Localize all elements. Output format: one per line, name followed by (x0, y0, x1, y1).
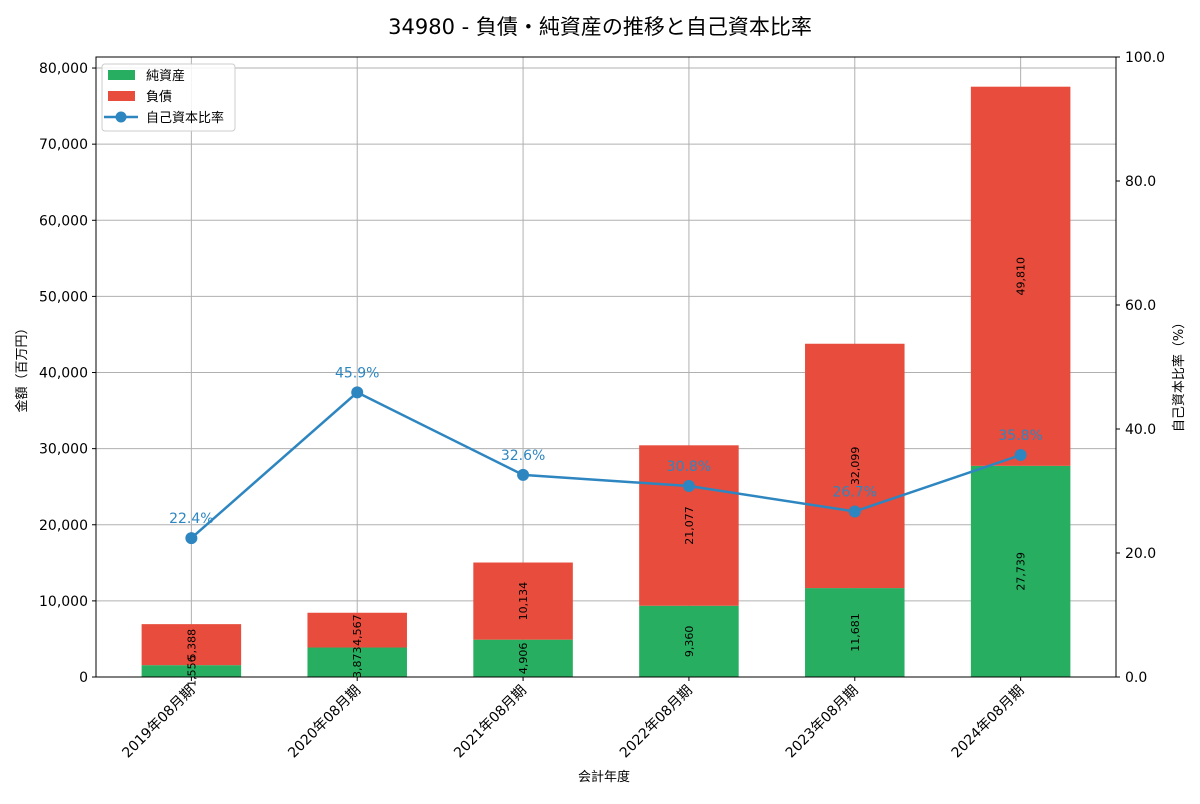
grid (96, 57, 1116, 678)
ratio-point (517, 468, 530, 481)
legend-marker-ratio (115, 111, 127, 123)
bar-liabilities (141, 624, 242, 666)
ratio-point (185, 532, 198, 545)
bar-label-net-assets: 11,681 (849, 613, 862, 652)
bar-net-assets (473, 639, 573, 677)
x-tick-label: 2019年08月期 (119, 683, 198, 762)
legend-label-ratio: 自己資本比率 (146, 110, 224, 126)
x-tick-label: 2020年08月期 (285, 683, 364, 762)
bar-label-net-assets: 9,360 (683, 626, 696, 658)
bar-liabilities (307, 612, 407, 648)
ratio-label: 30.8% (667, 459, 711, 475)
bar-net-assets (307, 647, 407, 677)
bar-label-liabilities: 21,077 (683, 506, 696, 545)
bar-net-assets (141, 665, 242, 677)
legend-box (101, 63, 236, 132)
y2-tick-label: 20.0 (1125, 546, 1156, 562)
y2-tick-label: 40.0 (1125, 422, 1156, 438)
y-tick-label: 0 (79, 670, 88, 686)
y-tick-label: 80,000 (39, 61, 88, 77)
bar-label-liabilities: 32,099 (849, 447, 862, 486)
bar-net-assets (970, 465, 1071, 677)
legend-swatch-liabilities (108, 91, 135, 101)
legend-label-net-assets: 純資産 (146, 68, 185, 84)
bar-label-net-assets: 4,906 (517, 643, 530, 675)
chart-title: 34980 - 負債・純資産の推移と自己資本比率 (388, 15, 812, 39)
x-tick-label: 2022年08月期 (617, 683, 696, 762)
legend-swatch-net-assets (108, 70, 135, 80)
bar-liabilities (473, 562, 573, 640)
ratio-line: 22.4% 45.9% 32.6% 30.8% 26.7% 35.8% (169, 365, 1043, 545)
ratio-point (848, 505, 861, 518)
y-tick-label: 20,000 (39, 518, 88, 534)
bar-label-liabilities: 10,134 (517, 582, 530, 621)
x-tick-label: 2023年08月期 (783, 683, 862, 762)
bar-label-liabilities: 49,810 (1015, 257, 1028, 296)
x-tick-label: 2024年08月期 (949, 683, 1028, 762)
y2-tick-label: 100.0 (1125, 50, 1165, 66)
ratio-point (1014, 449, 1027, 462)
bar-label-liabilities: 5,388 (185, 629, 198, 661)
y-tick-label: 40,000 (39, 366, 88, 382)
y2-tick-label: 80.0 (1125, 174, 1156, 190)
y-axis-label: 金額（百万円） (14, 321, 30, 412)
legend: 純資産 負債 自己資本比率 (101, 63, 236, 132)
ratio-label: 35.8% (998, 428, 1042, 444)
ratio-point (682, 480, 695, 493)
y2-tick-label: 0.0 (1125, 670, 1147, 686)
x-tick-label: 2021年08月期 (451, 683, 530, 762)
bar-label-liabilities: 4,567 (351, 614, 364, 646)
legend-label-liabilities: 負債 (146, 90, 172, 105)
y-tick-label: 30,000 (39, 442, 88, 458)
ratio-label: 26.7% (833, 484, 877, 500)
bar-liabilities (970, 86, 1071, 466)
y2-axis-label: 自己資本比率（%） (1171, 316, 1187, 432)
bar-net-assets (805, 588, 905, 677)
ratio-label: 45.9% (335, 365, 379, 381)
ratio-polyline (190, 390, 1022, 540)
x-axis-label: 会計年度 (578, 769, 630, 785)
plot-frame (95, 56, 1117, 678)
bar-liabilities (639, 445, 739, 606)
bar-liabilities (805, 343, 905, 589)
bar-label-net-assets: 1,556 (185, 655, 198, 687)
ratio-point (351, 386, 364, 399)
ratio-label: 32.6% (501, 448, 545, 464)
y-tick-label: 50,000 (39, 289, 88, 305)
bar-label-net-assets: 3,873 (351, 647, 364, 679)
ratio-label: 22.4% (169, 511, 213, 527)
y-tick-label: 70,000 (39, 137, 88, 153)
y2-tick-label: 60.0 (1125, 298, 1156, 314)
bar-label-net-assets: 27,739 (1015, 552, 1028, 591)
y-tick-label: 60,000 (39, 213, 88, 229)
bar-net-assets (639, 605, 739, 677)
y-tick-label: 10,000 (39, 594, 88, 610)
